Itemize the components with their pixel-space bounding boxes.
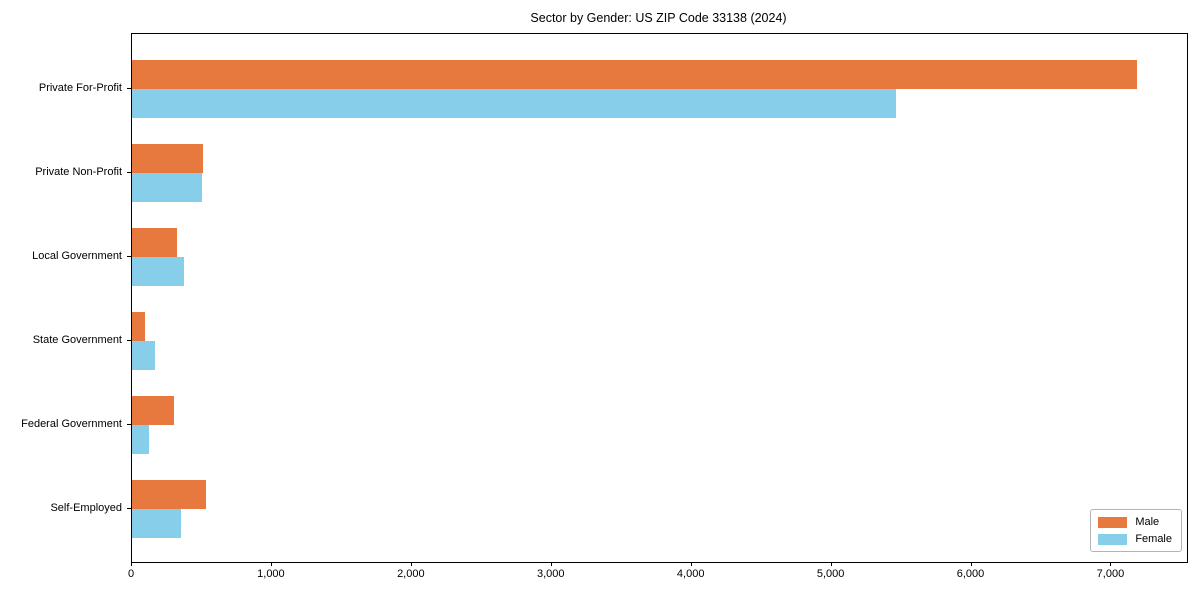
x-tick-label: 3,000: [536, 568, 565, 580]
x-tick-label: 2,000: [397, 568, 425, 580]
bar-male-state-government: [132, 312, 145, 341]
bar-male-federal-government: [132, 396, 174, 425]
x-tick-mark: [131, 562, 132, 566]
x-tick-mark: [270, 562, 272, 566]
bar-male-self-employed: [132, 480, 207, 509]
y-tick-mark: [127, 340, 131, 341]
chart-title: Sector by Gender: US ZIP Code 33138 (202…: [530, 11, 787, 25]
y-tick-mark: [127, 424, 131, 425]
bar-male-local-government: [132, 228, 178, 257]
plot-area: Male Female: [131, 33, 1188, 563]
y-axis-label: Self-Employed: [50, 502, 122, 514]
bar-female-federal-government: [132, 425, 149, 454]
y-tick-mark: [127, 172, 131, 173]
y-tick-mark: [127, 256, 131, 257]
legend-entry-male: Male: [1098, 516, 1172, 528]
bar-female-private-non-profit: [132, 173, 202, 202]
y-axis-label: State Government: [32, 334, 122, 346]
bar-female-self-employed: [132, 509, 181, 538]
x-tick-label: 5,000: [816, 568, 845, 580]
bar-male-private-non-profit: [132, 144, 203, 173]
x-tick-label: 1,000: [257, 568, 285, 580]
x-tick-label: 7,000: [1096, 568, 1125, 580]
x-tick-mark: [690, 562, 692, 566]
y-axis-label: Federal Government: [21, 418, 122, 430]
bar-female-state-government: [132, 341, 156, 370]
x-tick-mark: [410, 562, 412, 566]
bar-male-private-for-profit: [132, 60, 1137, 89]
bar-female-private-for-profit: [132, 89, 896, 118]
y-axis-label: Private Non-Profit: [35, 166, 122, 178]
x-tick-label: 0: [127, 568, 135, 580]
legend-entry-female: Female: [1098, 533, 1172, 545]
x-tick-label: 4,000: [676, 568, 705, 580]
x-tick-label: 6,000: [956, 568, 985, 580]
female-legend-swatch: [1098, 533, 1128, 545]
y-tick-mark: [127, 88, 131, 89]
bar-female-local-government: [132, 257, 185, 286]
y-axis-label: Private For-Profit: [38, 82, 122, 94]
x-tick-mark: [1110, 562, 1112, 566]
y-tick-mark: [127, 508, 131, 509]
x-tick-mark: [830, 562, 832, 566]
y-axis-label: Local Government: [32, 250, 122, 262]
x-tick-mark: [970, 562, 972, 566]
x-tick-mark: [550, 562, 552, 566]
legend-label-female: Female: [1135, 533, 1172, 545]
male-legend-swatch: [1098, 516, 1128, 528]
legend: Male Female: [1090, 509, 1182, 552]
legend-label-male: Male: [1135, 516, 1160, 528]
